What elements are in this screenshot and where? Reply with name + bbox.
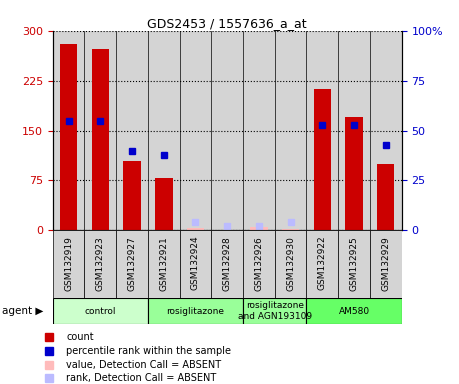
Text: rosiglitazone: rosiglitazone	[167, 306, 224, 316]
Text: value, Detection Call = ABSENT: value, Detection Call = ABSENT	[66, 359, 221, 369]
Bar	[179, 31, 211, 230]
Bar	[53, 230, 84, 298]
Text: percentile rank within the sample: percentile rank within the sample	[66, 346, 231, 356]
Bar	[313, 89, 331, 230]
Bar	[250, 227, 268, 230]
Text: GSM132928: GSM132928	[223, 236, 232, 291]
Bar	[338, 31, 370, 230]
Bar	[211, 31, 243, 230]
Bar	[148, 31, 179, 230]
Bar	[148, 298, 243, 324]
Bar	[148, 230, 179, 298]
Text: GSM132927: GSM132927	[128, 236, 137, 291]
Bar	[377, 164, 394, 230]
Text: GSM132921: GSM132921	[159, 236, 168, 291]
Bar	[243, 298, 307, 324]
Bar	[92, 50, 109, 230]
Bar	[53, 31, 84, 230]
Bar	[116, 31, 148, 230]
Title: GDS2453 / 1557636_a_at: GDS2453 / 1557636_a_at	[147, 17, 307, 30]
Bar	[307, 298, 402, 324]
Text: GSM132924: GSM132924	[191, 236, 200, 290]
Bar	[116, 230, 148, 298]
Bar	[179, 230, 211, 298]
Bar	[243, 31, 275, 230]
Text: GSM132926: GSM132926	[254, 236, 263, 291]
Bar	[187, 228, 204, 230]
Bar	[275, 230, 307, 298]
Text: GSM132929: GSM132929	[381, 236, 390, 291]
Text: count: count	[66, 332, 94, 342]
Text: agent ▶: agent ▶	[2, 306, 44, 316]
Bar	[84, 31, 116, 230]
Text: AM580: AM580	[338, 306, 369, 316]
Text: GSM132922: GSM132922	[318, 236, 327, 290]
Bar	[338, 230, 370, 298]
Bar	[275, 31, 307, 230]
Text: rosiglitazone
and AGN193109: rosiglitazone and AGN193109	[238, 301, 312, 321]
Bar	[53, 298, 148, 324]
Text: GSM132930: GSM132930	[286, 236, 295, 291]
Bar	[243, 230, 275, 298]
Bar	[345, 117, 363, 230]
Bar	[155, 179, 173, 230]
Text: GSM132925: GSM132925	[350, 236, 358, 291]
Bar	[60, 44, 78, 230]
Bar	[211, 230, 243, 298]
Bar	[282, 229, 299, 230]
Text: GSM132919: GSM132919	[64, 236, 73, 291]
Text: GSM132923: GSM132923	[96, 236, 105, 291]
Text: rank, Detection Call = ABSENT: rank, Detection Call = ABSENT	[66, 373, 217, 384]
Bar	[307, 230, 338, 298]
Text: control: control	[84, 306, 116, 316]
Bar	[84, 230, 116, 298]
Bar	[307, 31, 338, 230]
Bar	[370, 230, 402, 298]
Bar	[370, 31, 402, 230]
Bar	[123, 161, 141, 230]
